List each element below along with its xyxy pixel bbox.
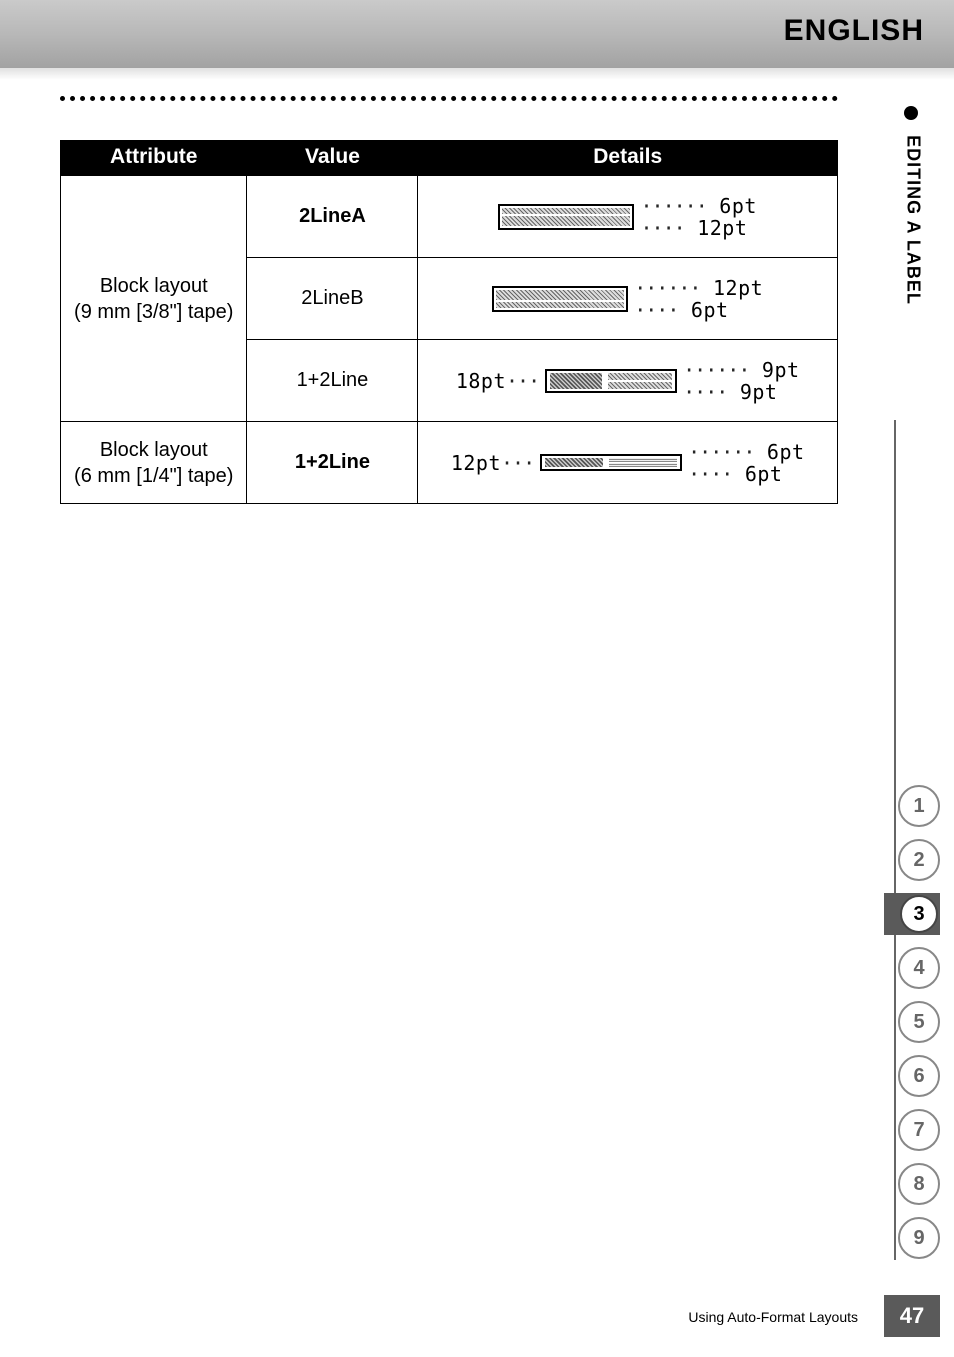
label-box-icon xyxy=(498,204,634,230)
main-content: Attribute Value Details Block layout(9 m… xyxy=(60,140,838,504)
value-cell: 2LineB xyxy=(247,258,418,340)
chapter-tab[interactable]: 1 xyxy=(898,785,940,827)
chapter-tabs: 1 2 3 4 5 6 7 8 9 xyxy=(898,785,940,1259)
page-number: 47 xyxy=(884,1295,940,1337)
footer-text: Using Auto-Format Layouts xyxy=(688,1309,858,1325)
side-vertical-line xyxy=(894,420,896,1260)
value-cell: 1+2Line xyxy=(247,422,418,504)
table-row: Block layout(6 mm [1/4"] tape)1+2Line 12p… xyxy=(61,422,838,504)
tab-label: 3 xyxy=(900,895,938,933)
col-details: Details xyxy=(418,141,838,176)
layout-diagram: ······ 6pt···· 12pt xyxy=(498,196,756,238)
table-header-row: Attribute Value Details xyxy=(61,141,838,176)
table-row: Block layout(9 mm [3/8"] tape)2LineA····… xyxy=(61,176,838,258)
left-pt-label: 12pt··· xyxy=(451,451,534,475)
right-pt-labels: ······ 6pt···· 6pt xyxy=(688,442,804,484)
details-cell: ······ 6pt···· 12pt xyxy=(418,176,838,258)
right-pt-labels: ······ 12pt···· 6pt xyxy=(634,278,763,320)
value-cell: 1+2Line xyxy=(247,340,418,422)
layout-diagram: 18pt··· ······ 9pt···· 9pt xyxy=(456,360,800,402)
attribute-cell: Block layout(6 mm [1/4"] tape) xyxy=(61,422,247,504)
value-cell: 2LineA xyxy=(247,176,418,258)
col-attribute: Attribute xyxy=(61,141,247,176)
label-box-icon xyxy=(540,454,682,471)
chapter-tab[interactable]: 2 xyxy=(898,839,940,881)
right-pt-labels: ······ 9pt···· 9pt xyxy=(683,360,799,402)
details-cell: ······ 12pt···· 6pt xyxy=(418,258,838,340)
layout-diagram: ······ 12pt···· 6pt xyxy=(492,278,763,320)
layout-diagram: 12pt··· ······ 6pt···· 6pt xyxy=(451,442,805,484)
dotted-divider xyxy=(60,96,838,101)
section-title: EDITING A LABEL xyxy=(903,135,924,305)
details-cell: 12pt··· ······ 6pt···· 6pt xyxy=(418,422,838,504)
chapter-tab-active[interactable]: 3 xyxy=(884,893,940,935)
layout-table: Attribute Value Details Block layout(9 m… xyxy=(60,140,838,504)
label-box-icon xyxy=(492,286,628,312)
chapter-tab[interactable]: 7 xyxy=(898,1109,940,1151)
col-value: Value xyxy=(247,141,418,176)
chapter-tab[interactable]: 8 xyxy=(898,1163,940,1205)
chapter-tab[interactable]: 6 xyxy=(898,1055,940,1097)
right-pt-labels: ······ 6pt···· 12pt xyxy=(640,196,756,238)
bullet-icon xyxy=(904,106,918,120)
chapter-tab[interactable]: 4 xyxy=(898,947,940,989)
attribute-cell: Block layout(9 mm [3/8"] tape) xyxy=(61,176,247,422)
label-box-icon xyxy=(545,369,677,393)
chapter-tab[interactable]: 9 xyxy=(898,1217,940,1259)
chapter-tab[interactable]: 5 xyxy=(898,1001,940,1043)
language-label: ENGLISH xyxy=(784,14,924,48)
section-side-label: EDITING A LABEL xyxy=(898,100,928,320)
left-pt-label: 18pt··· xyxy=(456,369,539,393)
details-cell: 18pt··· ······ 9pt···· 9pt xyxy=(418,340,838,422)
